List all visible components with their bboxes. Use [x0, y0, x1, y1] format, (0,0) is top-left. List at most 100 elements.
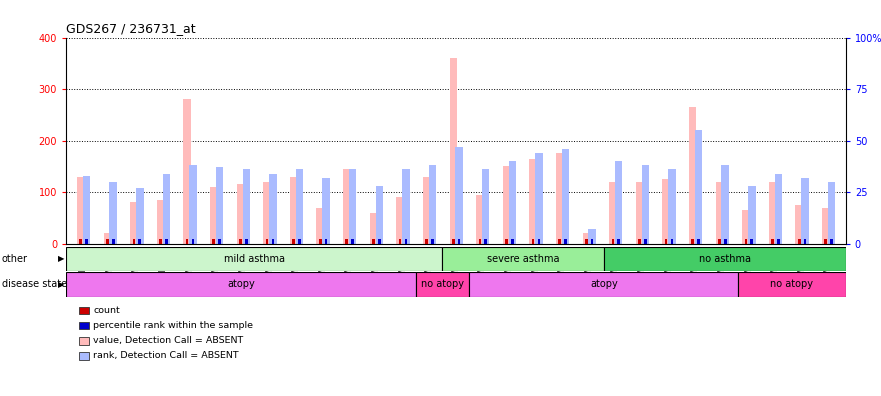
Bar	[79, 240, 82, 244]
Bar	[183, 99, 191, 244]
Bar	[689, 107, 697, 244]
Bar	[669, 169, 676, 244]
Bar	[670, 240, 673, 244]
Bar	[482, 169, 490, 244]
Bar	[416, 272, 470, 297]
Bar	[396, 197, 403, 244]
Bar	[503, 166, 510, 244]
Bar	[508, 161, 516, 244]
Bar	[245, 240, 248, 244]
Bar	[638, 240, 640, 244]
Bar	[370, 213, 377, 244]
Bar	[718, 240, 721, 244]
Text: no atopy: no atopy	[421, 279, 464, 289]
Bar	[564, 240, 566, 244]
Bar	[485, 240, 487, 244]
Bar	[603, 247, 846, 271]
Bar	[319, 240, 322, 244]
Bar	[375, 186, 383, 244]
Bar	[692, 240, 694, 244]
Bar	[556, 153, 564, 244]
Bar	[298, 240, 300, 244]
Bar	[269, 173, 277, 244]
Bar	[372, 240, 374, 244]
Bar	[636, 182, 643, 244]
Bar	[748, 186, 756, 244]
Bar	[66, 272, 416, 297]
Bar	[559, 240, 561, 244]
Bar	[237, 184, 244, 244]
Bar	[352, 240, 354, 244]
Bar	[537, 240, 540, 244]
Bar	[429, 165, 436, 244]
Bar	[290, 177, 297, 244]
Bar	[738, 272, 846, 297]
Bar	[242, 169, 250, 244]
Bar	[271, 240, 274, 244]
Bar	[325, 240, 328, 244]
Bar	[476, 194, 484, 244]
Bar	[66, 247, 442, 271]
Bar	[744, 240, 747, 244]
Bar	[828, 182, 835, 244]
Bar	[505, 240, 507, 244]
Bar	[83, 175, 90, 244]
Bar	[751, 240, 753, 244]
Bar	[585, 240, 588, 244]
Bar	[618, 240, 620, 244]
Bar	[263, 182, 270, 244]
Bar	[426, 240, 428, 244]
Bar	[431, 240, 433, 244]
Bar	[774, 173, 782, 244]
Bar	[743, 210, 750, 244]
Bar	[478, 240, 481, 244]
Bar	[159, 240, 162, 244]
Bar	[85, 240, 88, 244]
Bar	[822, 208, 830, 244]
Bar	[511, 240, 514, 244]
Bar	[343, 169, 351, 244]
Bar	[715, 182, 723, 244]
Bar	[449, 58, 457, 244]
Bar	[345, 240, 348, 244]
Text: atopy: atopy	[590, 279, 618, 289]
Bar	[591, 240, 594, 244]
Bar	[442, 247, 603, 271]
Bar	[266, 240, 269, 244]
Bar	[825, 240, 827, 244]
Bar	[830, 240, 833, 244]
Bar	[529, 158, 537, 244]
Text: percentile rank within the sample: percentile rank within the sample	[93, 321, 254, 330]
Bar	[609, 182, 617, 244]
Bar	[562, 149, 569, 244]
Bar	[798, 240, 801, 244]
Bar	[210, 187, 218, 244]
Bar	[218, 240, 221, 244]
Bar	[104, 233, 111, 244]
Text: severe asthma: severe asthma	[487, 254, 559, 264]
Bar	[130, 202, 137, 244]
Text: ▶: ▶	[58, 280, 64, 289]
Bar	[136, 188, 144, 244]
Bar	[796, 205, 803, 244]
Bar	[109, 182, 117, 244]
Bar	[423, 177, 431, 244]
Text: GDS267 / 236731_at: GDS267 / 236731_at	[66, 22, 196, 35]
Text: value, Detection Call = ABSENT: value, Detection Call = ABSENT	[93, 336, 244, 345]
Bar	[697, 240, 700, 244]
Bar	[665, 240, 668, 244]
Bar	[163, 173, 170, 244]
Bar	[349, 169, 357, 244]
Bar	[769, 182, 776, 244]
Bar	[663, 179, 670, 244]
Bar	[532, 240, 535, 244]
Bar	[77, 177, 85, 244]
Bar	[644, 240, 647, 244]
Bar	[777, 240, 780, 244]
Bar	[292, 240, 295, 244]
Bar	[615, 161, 623, 244]
Text: rank, Detection Call = ABSENT: rank, Detection Call = ABSENT	[93, 351, 239, 360]
Bar	[724, 240, 727, 244]
Bar	[458, 240, 461, 244]
Text: no atopy: no atopy	[771, 279, 813, 289]
